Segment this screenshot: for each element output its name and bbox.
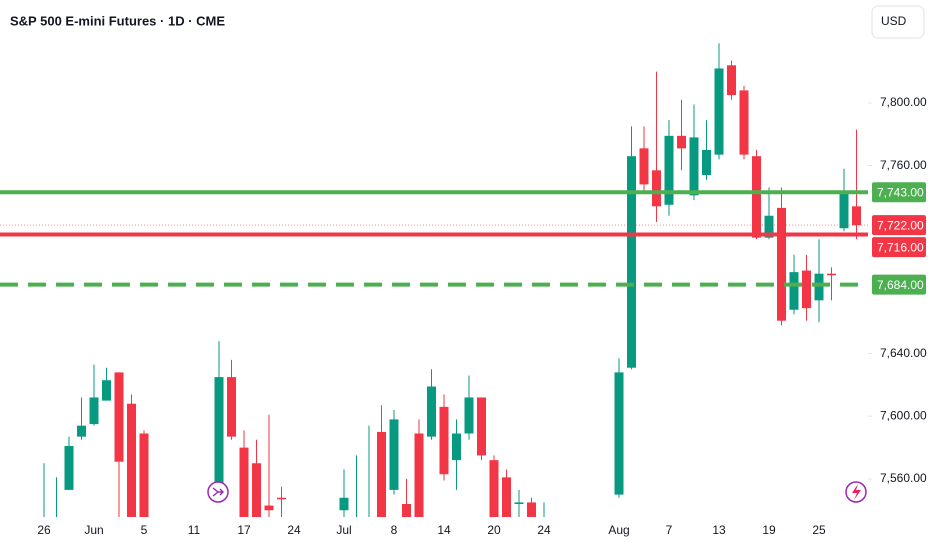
x-tick-label: 13: [712, 523, 726, 537]
candle-body: [827, 273, 836, 276]
candle-body: [502, 477, 511, 517]
candle-body: [639, 148, 649, 185]
plot-area: [0, 43, 868, 517]
candle-body: [764, 215, 774, 238]
candle-body: [802, 270, 811, 309]
candle-body: [127, 403, 136, 517]
candle-body: [727, 65, 736, 96]
x-tick-label: 26: [37, 523, 51, 537]
x-tick-label: Jul: [336, 523, 351, 537]
candle-body: [339, 497, 349, 511]
y-tick-label: 7,560.00: [880, 471, 927, 485]
candle-body: [627, 156, 636, 368]
candle-body: [852, 206, 861, 226]
x-tick-label: 11: [188, 523, 201, 537]
candle-body: [614, 372, 624, 495]
candle-body: [252, 463, 261, 517]
candle-body: [139, 433, 149, 517]
x-tick-label: Jun: [84, 523, 103, 537]
candle-body: [464, 397, 474, 434]
price-label-box: [872, 237, 926, 258]
x-tick-label: 24: [287, 523, 301, 537]
x-tick-label: 7: [666, 523, 673, 537]
candle-body: [439, 406, 449, 475]
chart-title: S&P 500 E-mini Futures · 1D · CME: [10, 13, 225, 28]
y-tick-label: 7,800.00: [880, 95, 927, 109]
price-label: 7,684.00: [877, 278, 924, 292]
event-icon[interactable]: [207, 481, 229, 503]
candle-body: [214, 377, 224, 490]
price-label: 7,743.00: [877, 185, 924, 199]
price-label-box: [872, 182, 926, 203]
candle-body: [789, 272, 799, 310]
candle-body: [777, 207, 786, 321]
candle-body: [739, 90, 749, 155]
price-label: 7,716.00: [877, 240, 924, 254]
candle-body: [389, 419, 399, 490]
x-tick-label: 5: [141, 523, 148, 537]
x-tick-label: 24: [537, 523, 551, 537]
candle-body: [702, 149, 711, 175]
candle-body: [414, 433, 424, 517]
candle-body: [714, 68, 724, 155]
candle-body: [814, 273, 824, 301]
candle-body: [839, 192, 849, 229]
candle-body: [452, 433, 461, 461]
candle-body: [402, 503, 411, 517]
candle-body: [489, 460, 499, 517]
x-tick-label: 14: [437, 523, 451, 537]
candle-body: [114, 372, 124, 462]
candle-body: [264, 505, 274, 511]
x-tick-label: 20: [487, 523, 501, 537]
candle-body: [477, 397, 486, 456]
x-tick-label: 17: [237, 523, 251, 537]
candle-body: [677, 135, 686, 149]
x-tick-label: 25: [812, 523, 826, 537]
x-tick-label: 8: [391, 523, 398, 537]
candle-body: [77, 425, 86, 437]
price-axis: 7,560.00 7,600.00 7,640.00 7,760.00 7,800.00…: [868, 95, 927, 485]
candle-body: [652, 170, 661, 207]
currency-label[interactable]: USD: [881, 14, 907, 28]
y-tick-label: 7,760.00: [880, 158, 927, 172]
candle-body: [102, 380, 111, 401]
candle-body: [89, 397, 99, 425]
x-tick-label: 19: [762, 523, 776, 537]
candle-body: [514, 502, 524, 504]
currency-button[interactable]: [871, 5, 925, 39]
candle-body: [377, 431, 386, 517]
candle-body: [664, 135, 674, 205]
x-tick-label: Aug: [608, 523, 629, 537]
price-label: 7,722.00: [877, 218, 924, 232]
candle-body: [277, 497, 286, 500]
candle-body: [527, 502, 536, 517]
candle-body: [64, 446, 74, 490]
candle-body: [752, 156, 761, 238]
candle-body: [689, 137, 699, 196]
price-label-box: [872, 274, 926, 295]
candle-body: [239, 447, 249, 517]
price-label-box: [872, 215, 926, 236]
y-tick-label: 7,600.00: [880, 408, 927, 422]
candle-body: [227, 377, 236, 437]
event-icon[interactable]: [845, 481, 867, 503]
candle-body: [427, 386, 436, 437]
y-tick-label: 7,640.00: [880, 346, 927, 360]
